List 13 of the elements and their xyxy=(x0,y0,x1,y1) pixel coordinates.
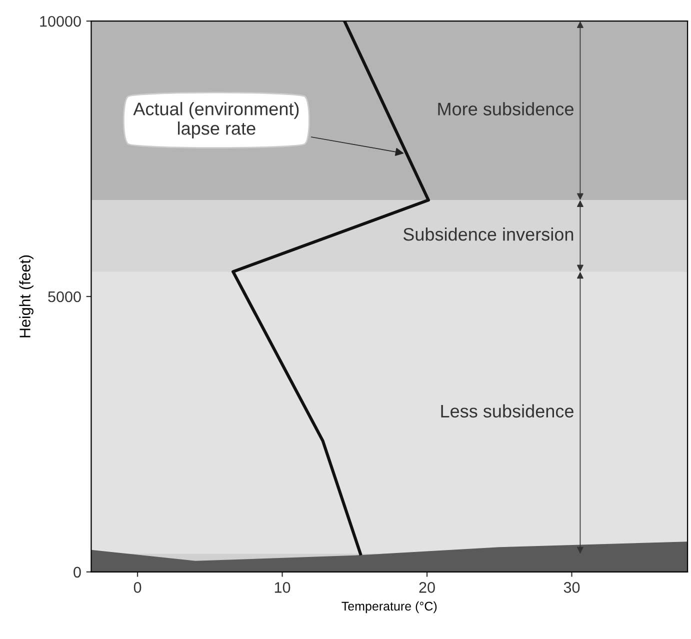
y-axis-title: Height (feet) xyxy=(19,255,34,338)
y-tick-label: 5000 xyxy=(48,291,81,302)
y-tick-label: 0 xyxy=(74,566,81,578)
band-label: More subsidence xyxy=(438,102,574,116)
x-tick-label: 20 xyxy=(419,582,435,593)
x-tick-label: 10 xyxy=(274,582,290,593)
x-tick-label: 30 xyxy=(564,582,580,593)
band-label: Subsidence inversion xyxy=(403,227,574,241)
band-label: Less subsidence xyxy=(441,404,574,418)
x-tick-label: 0 xyxy=(134,582,142,593)
y-tick-label: 10000 xyxy=(40,16,81,27)
x-axis-title: Temperature (°C) xyxy=(342,601,437,614)
annotation: Actual (environment) lapse rate xyxy=(133,102,299,138)
